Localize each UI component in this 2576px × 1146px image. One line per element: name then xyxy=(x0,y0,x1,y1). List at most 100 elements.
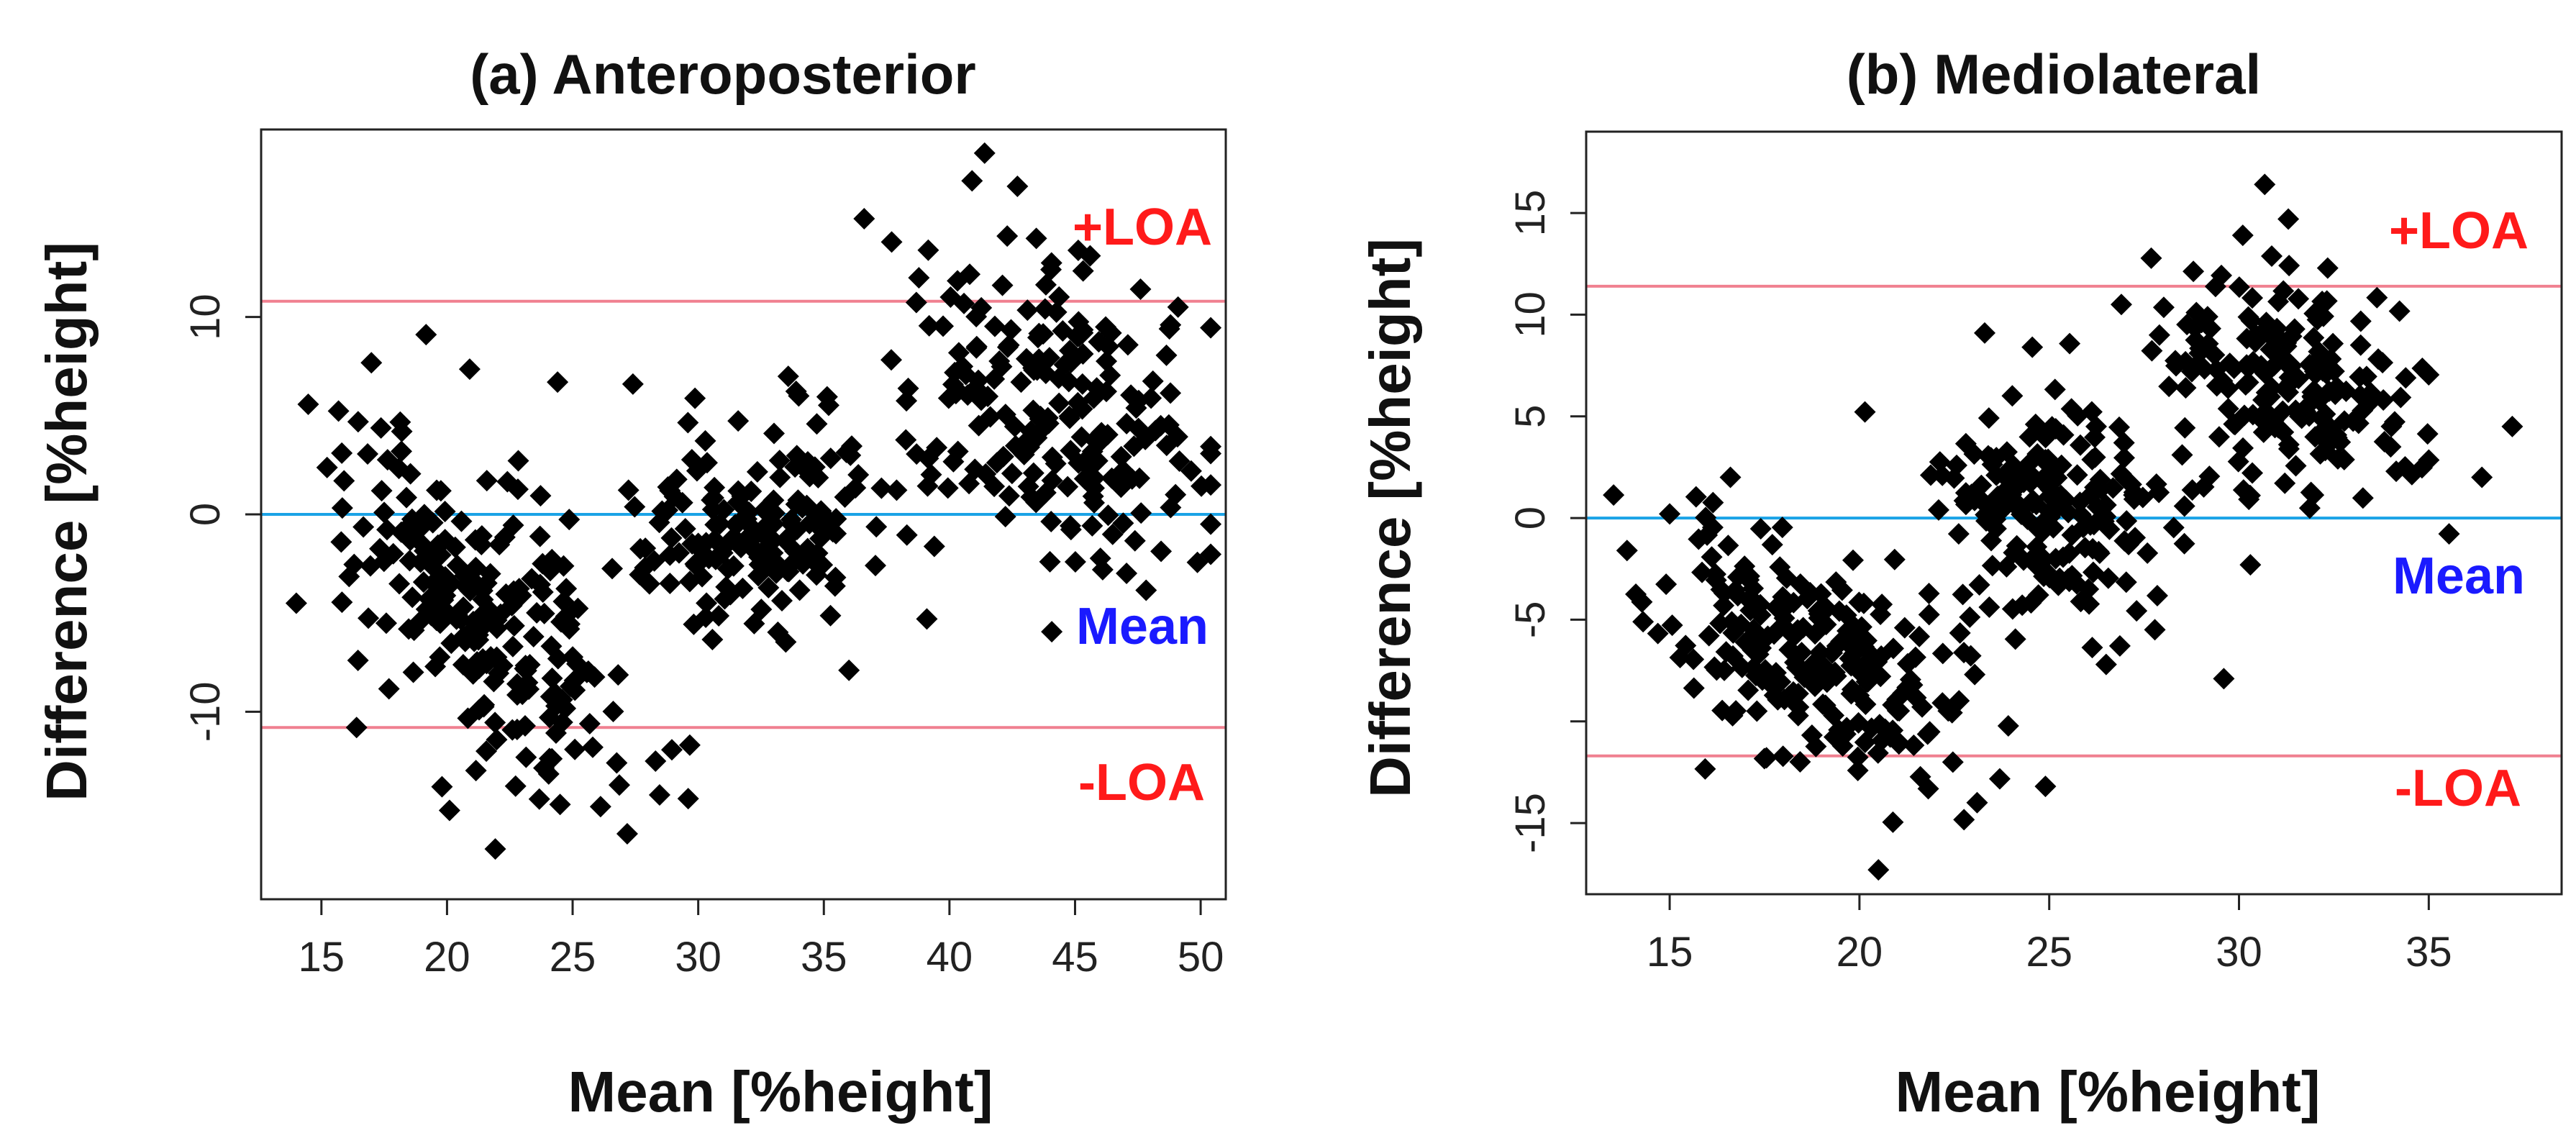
data-point xyxy=(1917,778,1939,800)
data-point xyxy=(2001,385,2024,407)
data-point xyxy=(501,719,524,741)
data-point xyxy=(1041,621,1063,643)
data-point xyxy=(1980,529,2003,552)
data-point xyxy=(660,527,683,549)
data-point xyxy=(398,618,420,640)
data-point xyxy=(1001,463,1023,485)
data-point xyxy=(853,208,875,230)
data-point xyxy=(2227,450,2249,473)
data-point xyxy=(2471,466,2493,488)
data-point xyxy=(333,470,355,492)
data-point xyxy=(905,291,927,314)
data-point xyxy=(2059,332,2081,355)
data-point xyxy=(2311,360,2334,382)
data-point xyxy=(886,479,908,501)
data-point xyxy=(2501,415,2523,437)
data-point xyxy=(608,774,630,796)
data-point xyxy=(746,460,768,483)
data-point xyxy=(464,558,486,581)
data-point xyxy=(1888,732,1911,754)
data-point xyxy=(2304,426,2326,448)
data-point xyxy=(727,410,750,432)
data-point xyxy=(1071,373,1093,395)
data-point xyxy=(388,573,411,595)
data-point xyxy=(316,456,338,478)
data-point xyxy=(1200,474,1222,496)
data-point xyxy=(1970,474,1993,496)
data-point xyxy=(1603,484,1625,506)
data-point xyxy=(2093,510,2115,532)
data-point xyxy=(2333,448,2355,470)
data-point xyxy=(2283,318,2306,340)
data-point xyxy=(865,516,888,538)
data-point xyxy=(2213,668,2235,690)
data-point xyxy=(746,540,768,563)
data-point xyxy=(1974,322,1996,344)
data-point xyxy=(330,531,352,553)
data-point xyxy=(581,736,604,758)
x-tick-label: 30 xyxy=(2216,929,2262,976)
data-point xyxy=(2116,510,2138,532)
data-point xyxy=(2029,550,2052,573)
data-point xyxy=(2208,426,2230,448)
data-point xyxy=(1855,629,1878,652)
data-point xyxy=(1116,412,1138,435)
data-point xyxy=(1724,579,1747,601)
data-point xyxy=(558,509,581,531)
data-point xyxy=(2174,417,2196,439)
data-point xyxy=(2110,294,2132,316)
data-point xyxy=(1200,513,1222,535)
data-point xyxy=(1981,555,2003,577)
data-point xyxy=(1040,510,1062,532)
panel-b-y-ticks: -15 -5 0 5 10 15 xyxy=(1507,190,1586,853)
data-point xyxy=(1702,491,1724,514)
data-point xyxy=(1948,690,1970,712)
data-point xyxy=(462,663,484,685)
y-tick-label: -5 xyxy=(1507,601,1554,639)
data-point xyxy=(2239,484,2261,506)
data-point xyxy=(816,386,838,408)
data-point xyxy=(1180,460,1202,482)
data-point xyxy=(983,315,1006,337)
data-point xyxy=(1010,371,1032,394)
data-point xyxy=(2438,523,2460,545)
data-point xyxy=(376,449,399,471)
data-point xyxy=(352,516,375,538)
data-point xyxy=(1057,476,1079,498)
panel-b: (b) Mediolateral Mean [%height] Differen… xyxy=(1358,42,2563,1124)
data-point xyxy=(809,527,832,550)
data-point xyxy=(1029,405,1052,427)
data-point xyxy=(965,337,988,359)
data-point xyxy=(327,400,350,422)
panel-b-plot-frame xyxy=(1585,130,2563,896)
data-point xyxy=(1160,382,1182,404)
data-point xyxy=(486,729,508,751)
data-point xyxy=(1121,468,1143,490)
data-point xyxy=(1870,603,1892,625)
data-point xyxy=(2123,484,2145,506)
data-point xyxy=(684,553,706,576)
data-point xyxy=(606,752,628,774)
data-point xyxy=(961,170,983,192)
data-point xyxy=(1077,453,1099,475)
data-point xyxy=(970,296,993,319)
data-point xyxy=(1688,528,1710,550)
data-point xyxy=(2324,382,2347,404)
data-point xyxy=(415,324,437,346)
data-point xyxy=(1060,440,1082,462)
data-point xyxy=(2162,517,2185,539)
data-point xyxy=(1695,506,1717,529)
panel-b-annotation-plus-loa: +LOA xyxy=(2389,202,2529,260)
data-point xyxy=(2102,477,2124,499)
data-point xyxy=(747,565,770,587)
data-point xyxy=(1685,486,1707,508)
data-point xyxy=(1048,286,1070,308)
data-point xyxy=(2061,565,2083,587)
data-point xyxy=(431,776,453,798)
data-point xyxy=(785,381,807,403)
data-point xyxy=(2349,384,2372,406)
data-point xyxy=(370,480,393,502)
data-point xyxy=(1004,435,1027,457)
data-point xyxy=(1064,550,1086,573)
data-point xyxy=(760,527,782,549)
